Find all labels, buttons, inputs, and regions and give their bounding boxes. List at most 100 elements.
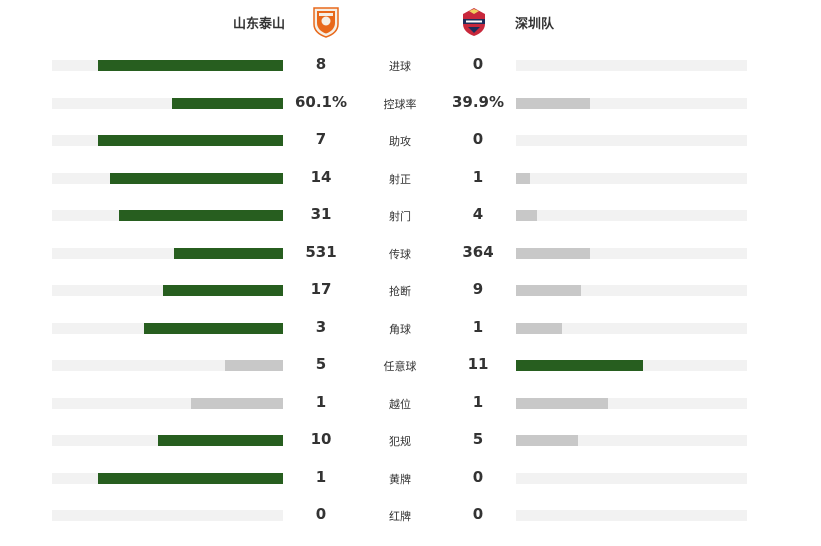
- stat-label: 红牌: [389, 510, 411, 523]
- stat-row: 531 传球 364: [0, 235, 821, 273]
- stat-row: 1 越位 1: [0, 385, 821, 423]
- away-stat-bar-track: [516, 285, 747, 296]
- away-stat-value: 0: [472, 505, 484, 523]
- away-stat-bar-track: [516, 360, 747, 371]
- away-stat-bar: [516, 360, 643, 371]
- home-stat-bar: [110, 172, 283, 184]
- stat-label: 犯规: [389, 435, 411, 448]
- home-stat-bar-track: [52, 322, 283, 334]
- away-stat-bar-track: [516, 397, 747, 409]
- home-stat-bar-track: [52, 60, 283, 71]
- away-stat-bar-track: [516, 60, 747, 71]
- home-stat-value: 10: [310, 430, 332, 448]
- shandong-taishan-crest-icon[interactable]: [311, 6, 341, 38]
- away-stat-value: 0: [472, 467, 484, 486]
- home-stat-bar: [158, 435, 283, 446]
- home-stat-bar: [225, 360, 283, 371]
- home-stat-bar: [191, 397, 283, 409]
- stat-label: 射门: [389, 210, 411, 223]
- stat-label: 助攻: [389, 135, 411, 148]
- away-stat-bar: [516, 172, 530, 184]
- home-stat-value: 0: [315, 505, 327, 523]
- home-stat-bar: [98, 60, 283, 71]
- home-stat-bar: [172, 97, 283, 109]
- home-stat-bar-track: [52, 435, 283, 446]
- shenzhen-fc-crest-icon[interactable]: [459, 6, 489, 38]
- stat-label: 黄牌: [389, 472, 411, 486]
- away-stat-bar-track: [516, 472, 747, 484]
- home-stat-bar: [98, 472, 283, 484]
- home-stat-bar: [174, 247, 283, 259]
- away-stat-bar-track: [516, 510, 747, 521]
- stat-row: 10 犯规 5: [0, 422, 821, 460]
- away-stat-value: 11: [467, 355, 489, 373]
- away-stat-bar: [516, 435, 578, 446]
- away-stat-bar: [516, 397, 608, 409]
- stat-label: 越位: [389, 397, 411, 411]
- away-stat-value: 39.9%: [451, 92, 505, 111]
- home-team-name[interactable]: 山东泰山: [232, 17, 285, 32]
- away-stat-value: 364: [462, 242, 494, 261]
- stat-label: 任意球: [383, 360, 417, 373]
- away-stat-value: 1: [472, 392, 484, 411]
- away-stat-value: 0: [472, 130, 484, 148]
- away-team-name[interactable]: 深圳队: [515, 17, 555, 32]
- home-stat-bar-track: [52, 210, 283, 221]
- stats-comparison-list: 8 进球 0 60.1% 控球率 39.9% 7 助攻 0 14 射正 1 31 射门 4 531 传球 364 1…: [0, 47, 821, 535]
- away-stat-bar-track: [516, 97, 747, 109]
- away-stat-bar-track: [516, 435, 747, 446]
- home-stat-value: 14: [310, 167, 332, 186]
- home-stat-bar-track: [52, 247, 283, 259]
- away-stat-value: 1: [472, 167, 484, 186]
- home-stat-bar-track: [52, 510, 283, 521]
- away-stat-value: 5: [472, 430, 484, 448]
- stat-row: 14 射正 1: [0, 160, 821, 198]
- away-stat-value: 9: [472, 280, 484, 298]
- home-stat-bar-track: [52, 285, 283, 296]
- home-stat-value: 5: [315, 355, 327, 373]
- stat-row: 8 进球 0: [0, 47, 821, 85]
- home-stat-value: 3: [315, 317, 327, 336]
- away-stat-bar: [516, 322, 562, 334]
- away-stat-bar: [516, 97, 590, 109]
- home-stat-value: 531: [305, 242, 337, 261]
- away-stat-bar-track: [516, 322, 747, 334]
- away-stat-value: 1: [472, 317, 484, 336]
- stat-row: 60.1% 控球率 39.9%: [0, 85, 821, 123]
- stat-row: 17 抢断 9: [0, 272, 821, 310]
- home-stat-value: 17: [310, 280, 332, 298]
- stat-row: 31 射门 4: [0, 197, 821, 235]
- home-stat-bar-track: [52, 360, 283, 371]
- home-stat-bar: [144, 322, 283, 334]
- away-stat-bar-track: [516, 210, 747, 221]
- home-stat-bar-track: [52, 172, 283, 184]
- stat-row: 0 红牌 0: [0, 497, 821, 535]
- home-stat-bar-track: [52, 472, 283, 484]
- away-stat-bar: [516, 247, 590, 259]
- stat-row: 5 任意球 11: [0, 347, 821, 385]
- home-stat-bar-track: [52, 397, 283, 409]
- home-stat-value: 60.1%: [294, 92, 348, 111]
- away-stat-value: 0: [472, 55, 484, 73]
- home-stat-bar: [98, 135, 283, 146]
- match-header: 山东泰山 深圳队: [0, 0, 821, 44]
- stat-label: 控球率: [383, 97, 417, 111]
- stat-label: 传球: [389, 247, 411, 261]
- stat-label: 角球: [389, 322, 411, 336]
- stat-label: 射正: [389, 172, 411, 186]
- away-stat-bar-track: [516, 135, 747, 146]
- home-stat-value: 31: [310, 205, 332, 223]
- home-stat-value: 1: [315, 392, 327, 411]
- home-stat-bar-track: [52, 135, 283, 146]
- away-stat-bar: [516, 210, 537, 221]
- away-stat-bar-track: [516, 172, 747, 184]
- away-stat-bar-track: [516, 247, 747, 259]
- away-stat-bar: [516, 285, 581, 296]
- stat-row: 3 角球 1: [0, 310, 821, 348]
- home-stat-bar: [119, 210, 283, 221]
- stat-label: 抢断: [389, 285, 411, 298]
- away-stat-value: 4: [472, 205, 484, 223]
- home-stat-value: 8: [315, 55, 327, 73]
- stat-row: 1 黄牌 0: [0, 460, 821, 498]
- home-stat-value: 7: [315, 130, 327, 148]
